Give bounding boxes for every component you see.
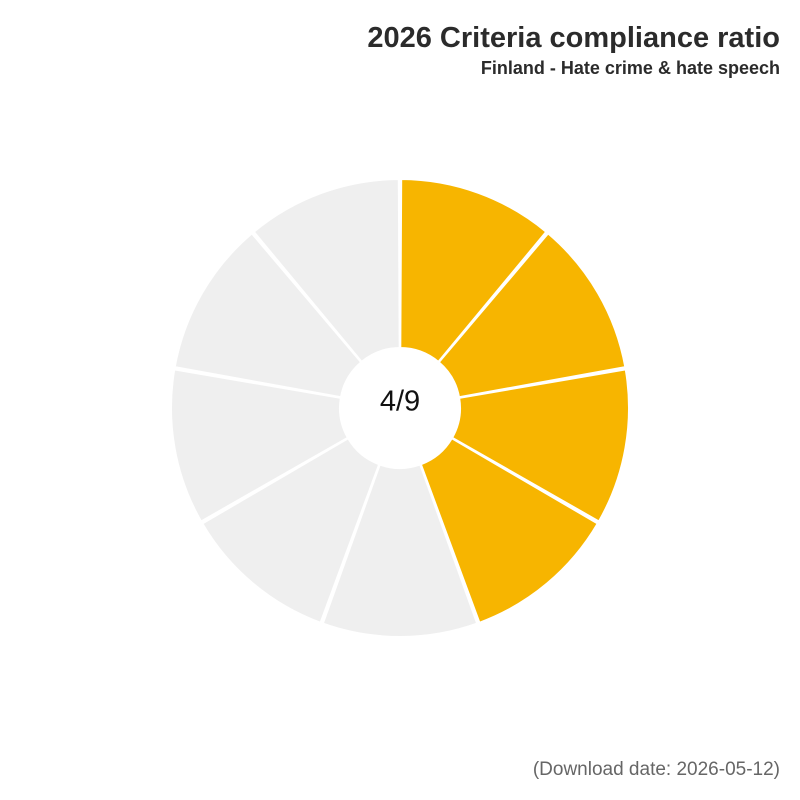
chart-subtitle: Finland - Hate crime & hate speech xyxy=(480,58,780,78)
donut-segment-2-met xyxy=(437,232,627,399)
donut-segment-3-met xyxy=(451,368,630,523)
donut-segments xyxy=(170,178,630,638)
donut-segment-1-met xyxy=(399,178,548,363)
donut-segment-5-not-met xyxy=(321,463,479,638)
donut-segment-7-not-met xyxy=(170,368,349,523)
chart-title: 2026 Criteria compliance ratio xyxy=(367,22,780,54)
donut-segment-6-not-met xyxy=(201,437,381,624)
donut-segment-8-not-met xyxy=(173,232,363,399)
download-date: (Download date: 2026-05-12) xyxy=(532,759,780,780)
donut-segment-9-not-met xyxy=(252,178,401,363)
donut-segment-4-met xyxy=(419,437,599,624)
center-ratio-label: 4/9 xyxy=(380,386,420,418)
